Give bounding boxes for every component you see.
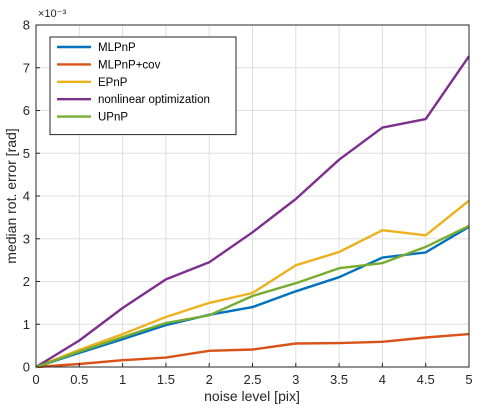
y-tick-label: 2 bbox=[23, 274, 30, 289]
legend: MLPnP MLPnP+cov EPnP nonlinear optimization… bbox=[49, 36, 237, 136]
x-tick-label: 1.5 bbox=[157, 372, 175, 387]
y-tick-label: 0 bbox=[23, 360, 30, 375]
x-tick-label: 2.5 bbox=[243, 372, 261, 387]
x-axis: 0 0.5 1 1.5 2 2.5 3 3.5 4 4.5 5 bbox=[32, 363, 473, 387]
y-axis: 0 1 2 3 4 5 6 7 8 bbox=[23, 18, 40, 375]
x-tick-label: 4 bbox=[379, 372, 386, 387]
series-line-epnp bbox=[35, 199, 470, 369]
y-axis-label: median rot. error [rad] bbox=[3, 128, 19, 263]
series-line-mlpnp bbox=[35, 225, 470, 369]
x-tick-label: 0.5 bbox=[70, 372, 88, 387]
legend-label: UPnP bbox=[98, 112, 128, 124]
x-tick-label: 3.5 bbox=[330, 372, 348, 387]
legend-label: EPnP bbox=[98, 77, 128, 89]
y-tick-label: 4 bbox=[23, 189, 30, 204]
x-tick-label: 0 bbox=[32, 372, 39, 387]
x-axis-label: noise level [pix] bbox=[204, 388, 300, 404]
y-tick-label: 3 bbox=[23, 231, 30, 246]
series-layer bbox=[35, 55, 470, 369]
legend-label: MLPnP+cov bbox=[98, 59, 161, 71]
series-line-upnp bbox=[35, 224, 470, 369]
x-tick-label: 4.5 bbox=[417, 372, 435, 387]
x-tick-label: 5 bbox=[465, 372, 472, 387]
x-tick-label: 2 bbox=[206, 372, 213, 387]
y-tick-label: 1 bbox=[23, 317, 30, 332]
legend-box bbox=[49, 36, 237, 136]
y-tick-label: 7 bbox=[23, 60, 30, 75]
series-line-mlpnp-cov bbox=[35, 332, 470, 369]
x-tick-label: 3 bbox=[292, 372, 299, 387]
y-tick-label: 8 bbox=[23, 18, 30, 33]
legend-label: MLPnP bbox=[98, 42, 136, 54]
y-tick-label: 6 bbox=[23, 103, 30, 118]
y-exponent-label: ×10⁻³ bbox=[38, 8, 66, 20]
series-line-nonlinear-optimization bbox=[35, 55, 470, 369]
legend-label: nonlinear optimization bbox=[98, 94, 210, 106]
x-tick-label: 1 bbox=[119, 372, 126, 387]
y-tick-label: 5 bbox=[23, 146, 30, 161]
